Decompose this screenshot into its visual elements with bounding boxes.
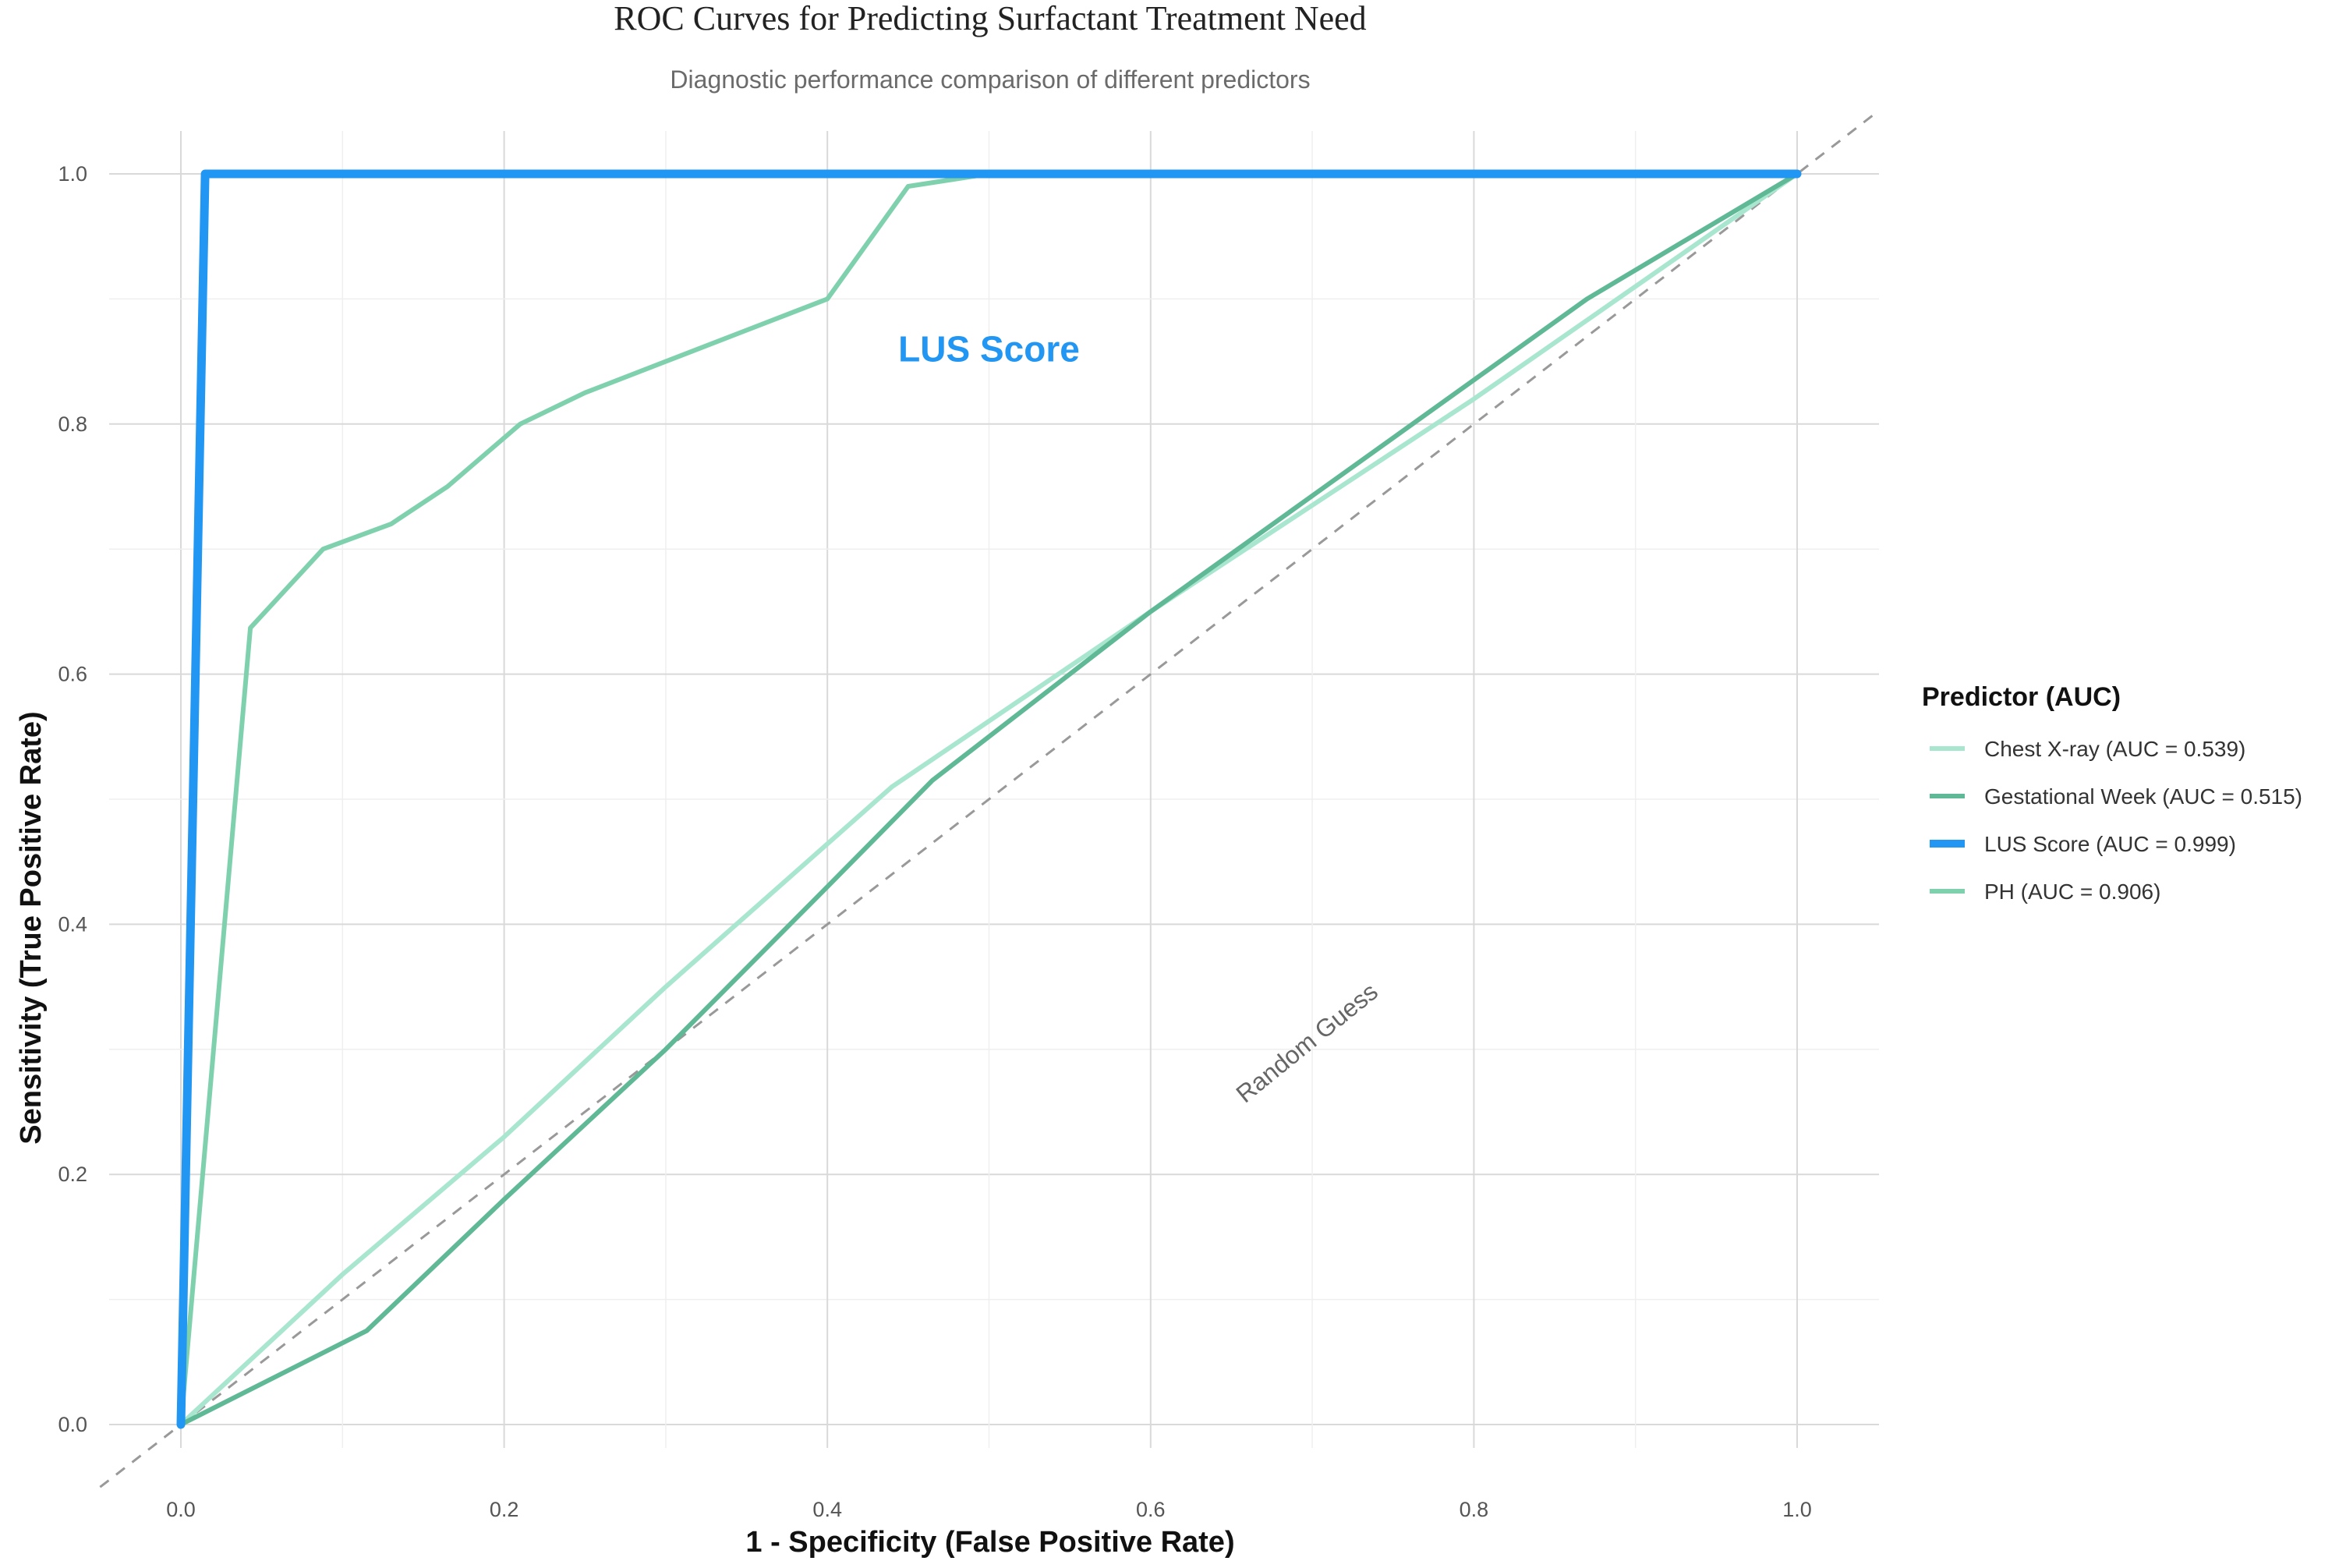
x-tick-label: 0.0 xyxy=(166,1498,196,1521)
x-tick-label: 1.0 xyxy=(1782,1498,1812,1521)
random-guess-line xyxy=(99,110,1879,1488)
chart-subtitle: Diagnostic performance comparison of dif… xyxy=(670,65,1310,94)
legend-items: Chest X-ray (AUC = 0.539) Gestational Wee… xyxy=(1930,737,2302,904)
y-tick-label: 0.2 xyxy=(58,1163,87,1186)
y-tick-label: 1.0 xyxy=(58,162,87,186)
legend-label-chest-x-ray: Chest X-ray (AUC = 0.539) xyxy=(1984,737,2245,761)
series-line-chest-x-ray xyxy=(179,172,1799,1427)
y-axis-title: Sensitivity (True Positive Rate) xyxy=(15,711,48,1144)
x-tick-label: 0.8 xyxy=(1460,1498,1489,1521)
y-tick-label: 0.0 xyxy=(58,1413,87,1436)
annotation-random-guess: Random Guess xyxy=(1230,977,1382,1108)
x-tick-label: 0.6 xyxy=(1136,1498,1166,1521)
x-axis-title: 1 - Specificity (False Positive Rate) xyxy=(745,1526,1234,1559)
series-lines xyxy=(176,169,1802,1429)
y-tick-label: 0.4 xyxy=(58,912,87,936)
reference-line xyxy=(99,110,1879,1488)
y-tick-labels: 0.0 0.2 0.4 0.6 0.8 1.0 xyxy=(58,162,87,1436)
x-tick-labels: 0.0 0.2 0.4 0.6 0.8 1.0 xyxy=(166,1498,1812,1521)
series-line-gestational-week xyxy=(179,172,1799,1427)
legend-title: Predictor (AUC) xyxy=(1922,682,2121,712)
legend-label-gestational-week: Gestational Week (AUC = 0.515) xyxy=(1984,784,2302,809)
x-tick-label: 0.4 xyxy=(812,1498,842,1521)
annotations: LUS Score Random Guess xyxy=(898,329,1383,1109)
y-tick-label: 0.8 xyxy=(58,412,87,436)
chart-title: ROC Curves for Predicting Surfactant Tre… xyxy=(614,0,1366,37)
x-tick-label: 0.2 xyxy=(490,1498,519,1521)
annotation-lus-score: LUS Score xyxy=(898,329,1080,370)
legend-label-ph: PH (AUC = 0.906) xyxy=(1984,880,2160,904)
y-tick-label: 0.6 xyxy=(58,663,87,686)
legend: Predictor (AUC) Chest X-ray (AUC = 0.539… xyxy=(1922,682,2302,904)
series-line-lus-score xyxy=(176,169,1802,1429)
series-line-ph xyxy=(179,172,1799,1427)
legend-label-lus-score: LUS Score (AUC = 0.999) xyxy=(1984,832,2236,856)
